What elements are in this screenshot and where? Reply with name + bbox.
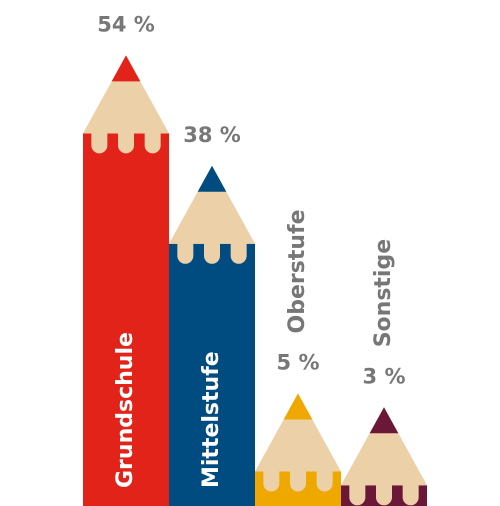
pencil-body: [169, 243, 255, 506]
pencil-cone: [83, 55, 169, 134]
pencil-cone: [341, 407, 427, 486]
pencil-scallop: [349, 484, 366, 506]
pencil-scallop: [316, 470, 333, 492]
pencil-body: [83, 133, 169, 506]
pencil-scallop: [402, 484, 419, 506]
pencil-tip: [369, 407, 399, 434]
pencil-scallop: [230, 242, 247, 264]
pencil-scallop: [144, 132, 161, 154]
value-label: 38 %: [183, 123, 241, 147]
pencil-scallop: [290, 470, 306, 492]
pencil-cone: [169, 165, 255, 244]
pencil-tip: [111, 55, 141, 82]
value-label: 5 %: [277, 351, 320, 375]
pencil-scallop: [376, 484, 392, 506]
category-label: Sonstige: [371, 239, 396, 347]
pencil-tip: [197, 165, 227, 192]
pencil-scallop: [263, 470, 280, 492]
value-label: 3 %: [363, 364, 406, 388]
value-label: 54 %: [97, 12, 155, 36]
pencil-scallop: [91, 132, 108, 154]
pencil-scallop: [204, 242, 220, 264]
pencil-scallop: [177, 242, 194, 264]
category-label: Grundschule: [113, 332, 138, 488]
pencil-cone: [255, 393, 341, 472]
category-label: Oberstufe: [285, 210, 310, 334]
pencil-scallop: [118, 132, 134, 154]
pencil-tip: [283, 393, 313, 420]
category-label: Mittelstufe: [199, 351, 224, 488]
